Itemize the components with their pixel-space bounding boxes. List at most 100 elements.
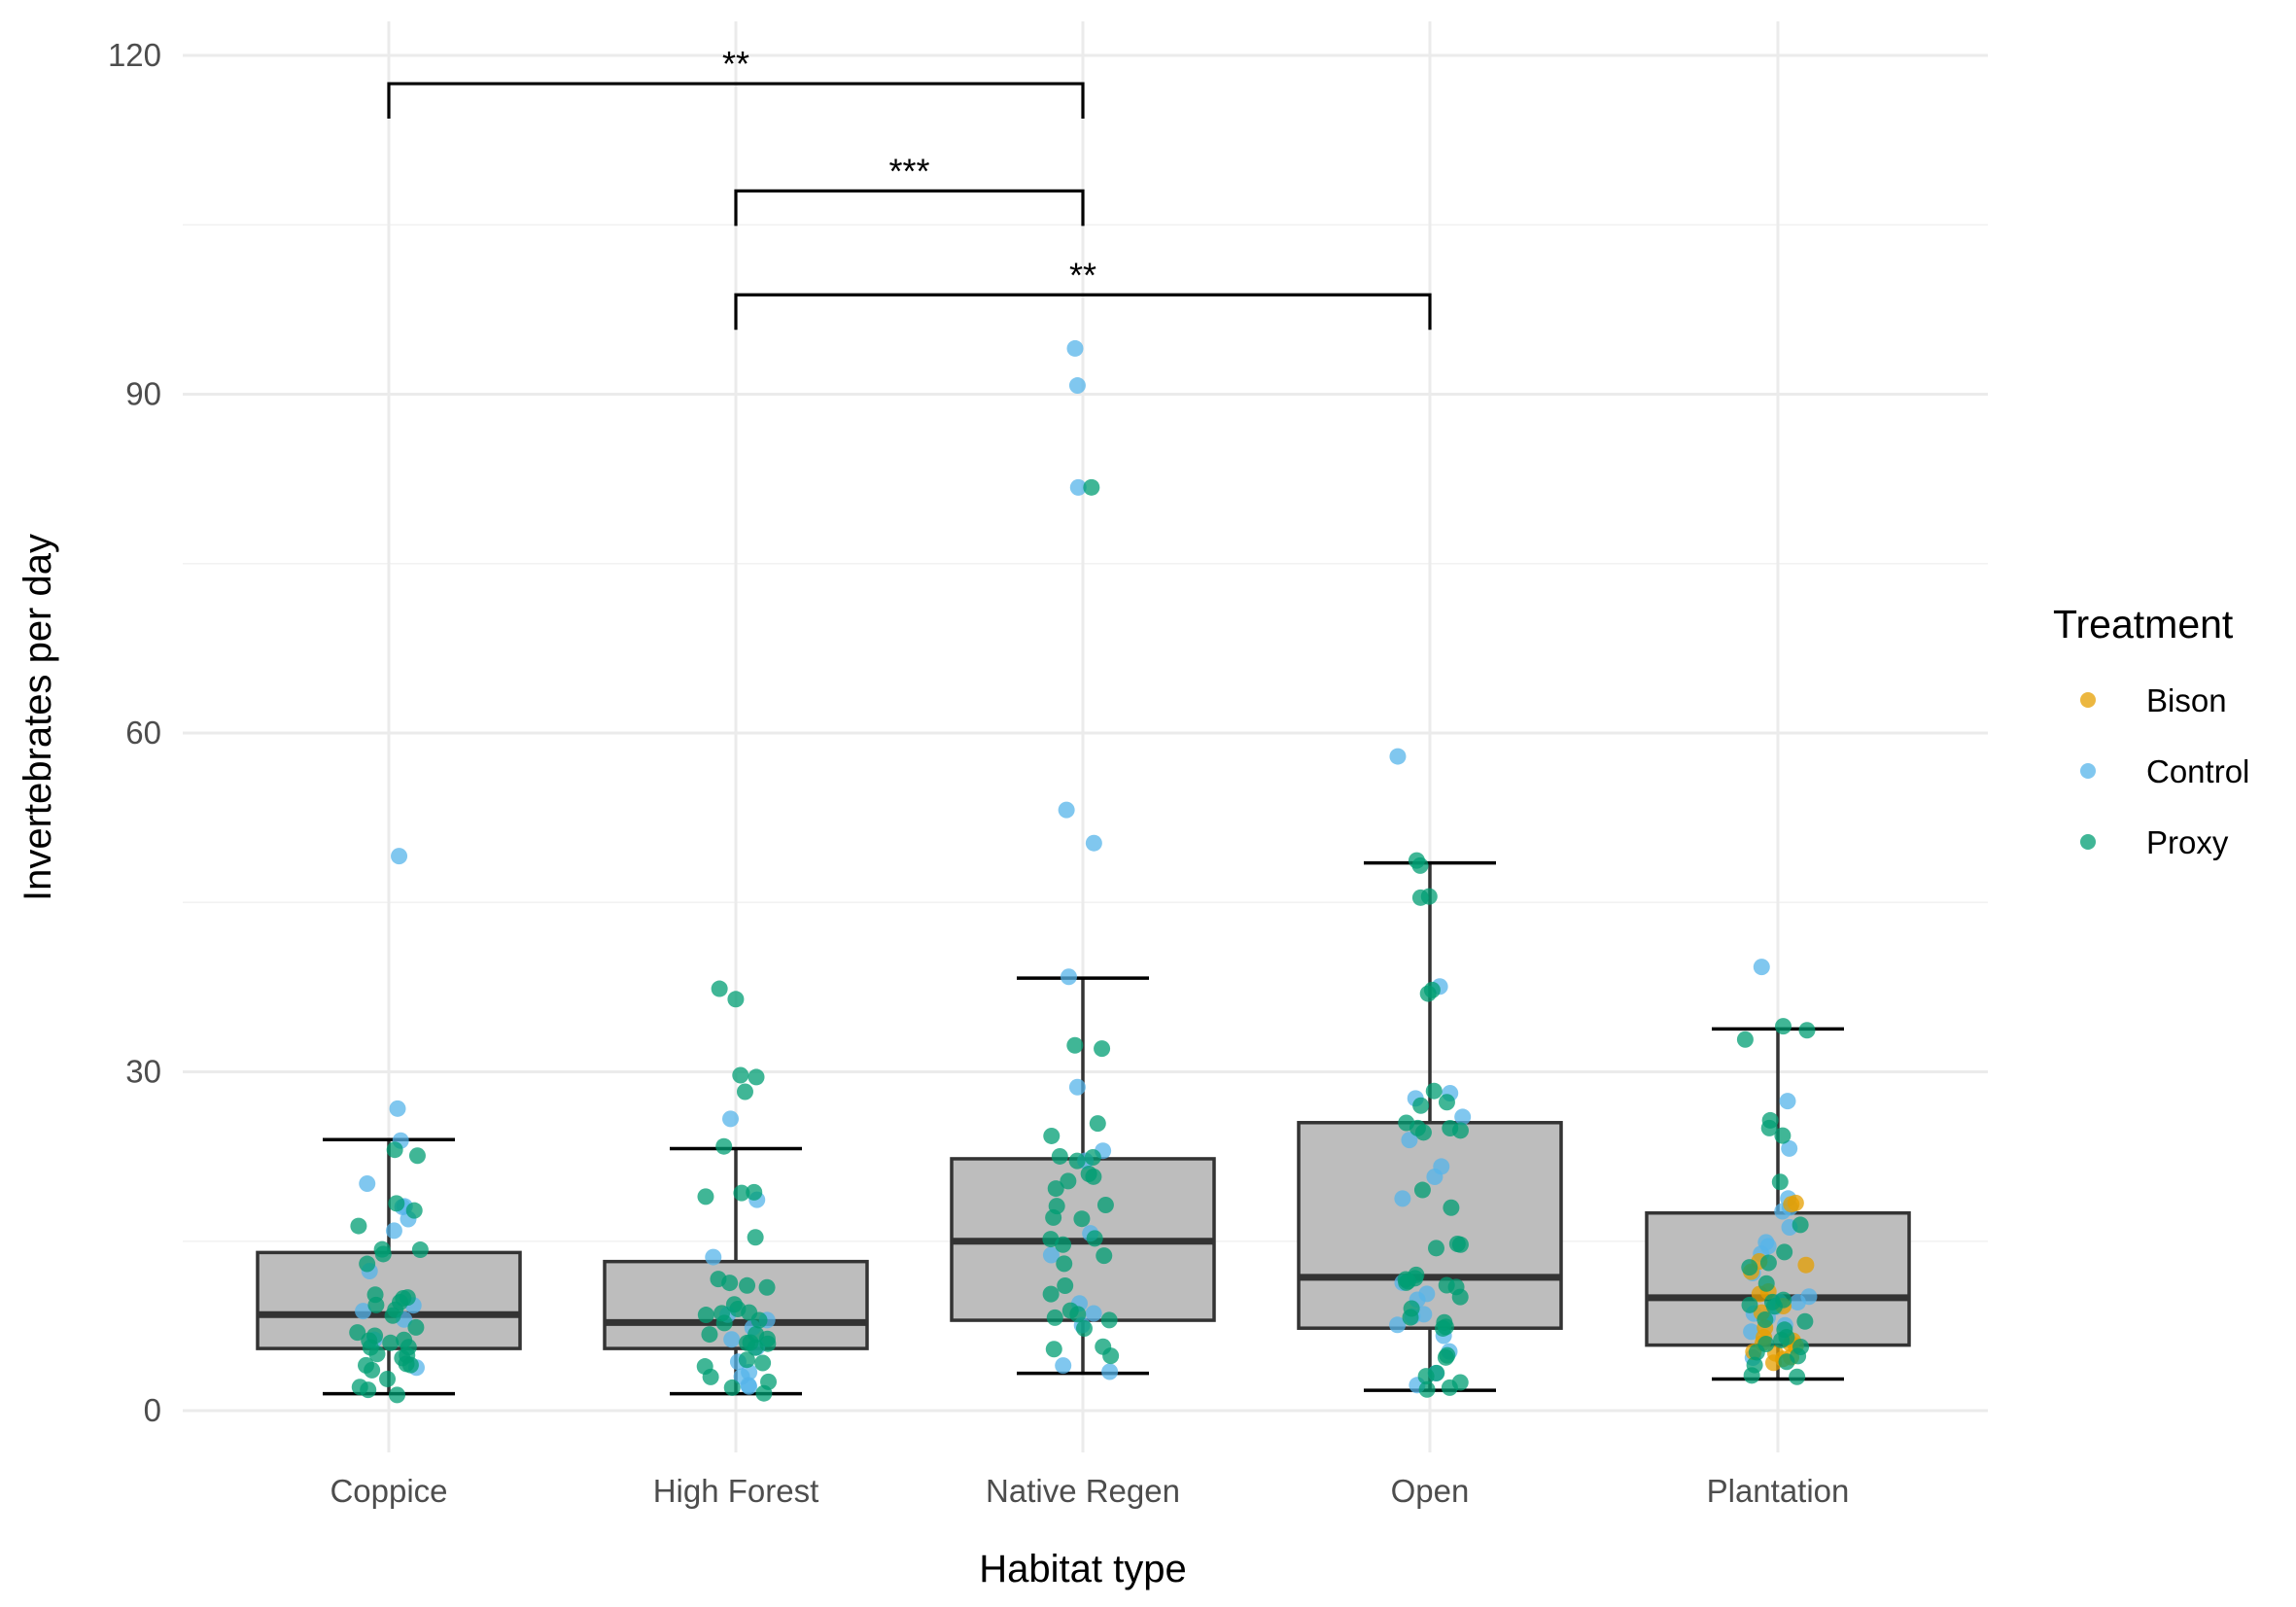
y-tick-label-120: 120 bbox=[108, 37, 161, 73]
point-control-native-regen bbox=[1085, 1305, 1102, 1322]
point-control-coppice bbox=[355, 1303, 372, 1320]
point-proxy-native-regen bbox=[1102, 1347, 1120, 1365]
point-proxy-coppice bbox=[374, 1245, 392, 1263]
point-proxy-open bbox=[1402, 1309, 1419, 1326]
point-proxy-high-forest bbox=[754, 1354, 772, 1372]
x-axis-title: Habitat type bbox=[979, 1548, 1186, 1590]
point-proxy-open bbox=[1425, 1082, 1443, 1100]
point-proxy-open bbox=[1451, 1236, 1469, 1253]
point-proxy-plantation bbox=[1757, 1275, 1775, 1292]
y-tick-label-90: 90 bbox=[125, 376, 161, 412]
point-proxy-plantation bbox=[1776, 1243, 1793, 1261]
y-tick-label-30: 30 bbox=[125, 1054, 161, 1090]
point-proxy-coppice bbox=[388, 1195, 405, 1212]
point-control-coppice bbox=[385, 1222, 402, 1240]
point-proxy-plantation bbox=[1796, 1312, 1814, 1330]
point-proxy-open bbox=[1420, 888, 1438, 905]
point-proxy-open bbox=[1417, 1368, 1435, 1385]
point-proxy-high-forest bbox=[750, 1311, 768, 1329]
legend-key-control bbox=[2080, 763, 2096, 779]
box-iqr-coppice bbox=[256, 1250, 522, 1350]
x-tick-label-open: Open bbox=[1391, 1473, 1470, 1509]
point-proxy-native-regen bbox=[1086, 1230, 1103, 1247]
point-control-open bbox=[1401, 1132, 1418, 1149]
significance-bracket-1: ** bbox=[387, 44, 1085, 120]
point-control-native-regen bbox=[1058, 801, 1075, 819]
point-control-plantation bbox=[1789, 1294, 1806, 1311]
legend-key-proxy bbox=[2080, 834, 2096, 850]
point-proxy-native-regen bbox=[1060, 1172, 1077, 1190]
point-proxy-open bbox=[1443, 1199, 1460, 1216]
point-proxy-native-regen bbox=[1056, 1255, 1073, 1273]
point-proxy-high-forest bbox=[733, 1184, 750, 1202]
point-control-native-regen bbox=[1101, 1363, 1119, 1380]
y-tick-label-0: 0 bbox=[144, 1392, 161, 1428]
point-control-high-forest bbox=[741, 1378, 758, 1395]
point-proxy-plantation bbox=[1774, 1127, 1792, 1144]
legend: Treatment Bison Control Proxy bbox=[2053, 602, 2249, 860]
point-proxy-open bbox=[1408, 852, 1425, 869]
point-proxy-native-regen bbox=[1047, 1180, 1064, 1198]
point-proxy-plantation bbox=[1771, 1173, 1789, 1191]
point-proxy-coppice bbox=[364, 1361, 381, 1379]
point-proxy-open bbox=[1412, 1097, 1430, 1114]
point-control-native-regen bbox=[1068, 1078, 1086, 1096]
point-proxy-native-regen bbox=[1046, 1309, 1063, 1326]
point-control-open bbox=[1426, 1169, 1444, 1186]
point-proxy-coppice bbox=[405, 1202, 423, 1219]
point-proxy-high-forest bbox=[755, 1384, 773, 1402]
point-bison-plantation bbox=[1783, 1196, 1800, 1213]
point-proxy-high-forest bbox=[758, 1278, 776, 1296]
point-control-open bbox=[1415, 1306, 1433, 1323]
point-proxy-high-forest bbox=[759, 1335, 777, 1352]
point-proxy-native-regen bbox=[1055, 1236, 1072, 1253]
point-proxy-high-forest bbox=[702, 1368, 719, 1385]
significance-label-2: *** bbox=[888, 151, 929, 191]
point-control-high-forest bbox=[722, 1110, 740, 1128]
point-proxy-native-regen bbox=[1042, 1285, 1060, 1303]
point-proxy-native-regen bbox=[1066, 1036, 1084, 1054]
point-proxy-coppice bbox=[411, 1241, 429, 1259]
point-proxy-high-forest bbox=[715, 1314, 733, 1332]
point-control-native-regen bbox=[1042, 1246, 1060, 1264]
point-control-high-forest bbox=[723, 1331, 741, 1348]
point-proxy-native-regen bbox=[1094, 1040, 1111, 1058]
legend-label-bison: Bison bbox=[2146, 682, 2227, 718]
point-proxy-native-regen bbox=[1100, 1311, 1118, 1329]
point-control-high-forest bbox=[705, 1248, 722, 1266]
point-proxy-open bbox=[1451, 1122, 1469, 1139]
point-proxy-native-regen bbox=[1085, 1168, 1102, 1185]
point-proxy-open bbox=[1427, 1240, 1444, 1257]
point-proxy-coppice bbox=[359, 1255, 376, 1273]
point-proxy-high-forest bbox=[711, 980, 728, 997]
significance-bracket-2: *** bbox=[734, 151, 1085, 227]
point-proxy-plantation bbox=[1789, 1368, 1806, 1385]
point-control-open bbox=[1389, 748, 1407, 765]
point-proxy-plantation bbox=[1774, 1018, 1792, 1035]
point-proxy-high-forest bbox=[727, 991, 745, 1008]
point-proxy-coppice bbox=[408, 1147, 426, 1165]
point-control-open bbox=[1389, 1316, 1407, 1334]
point-proxy-high-forest bbox=[736, 1083, 753, 1100]
point-proxy-coppice bbox=[386, 1141, 403, 1159]
bracket-line-3 bbox=[734, 293, 1432, 331]
bracket-line-2 bbox=[734, 189, 1085, 227]
point-proxy-plantation bbox=[1765, 1298, 1783, 1315]
point-control-coppice bbox=[389, 1100, 406, 1117]
point-proxy-high-forest bbox=[748, 1068, 765, 1086]
point-proxy-plantation bbox=[1792, 1216, 1809, 1234]
point-proxy-native-regen bbox=[1083, 478, 1100, 496]
y-tick-label-60: 60 bbox=[125, 715, 161, 751]
point-proxy-native-regen bbox=[1057, 1277, 1074, 1295]
point-control-coppice bbox=[359, 1174, 376, 1192]
y-axis-title: Invertebrates per day bbox=[17, 534, 59, 901]
point-proxy-coppice bbox=[360, 1381, 377, 1399]
point-proxy-coppice bbox=[368, 1345, 386, 1363]
point-proxy-plantation bbox=[1741, 1259, 1758, 1276]
point-proxy-coppice bbox=[398, 1355, 415, 1373]
significance-label-3: ** bbox=[1069, 255, 1096, 295]
point-proxy-high-forest bbox=[697, 1307, 714, 1324]
point-proxy-native-regen bbox=[1042, 1231, 1060, 1248]
point-proxy-high-forest bbox=[747, 1229, 764, 1246]
point-proxy-coppice bbox=[349, 1324, 366, 1342]
